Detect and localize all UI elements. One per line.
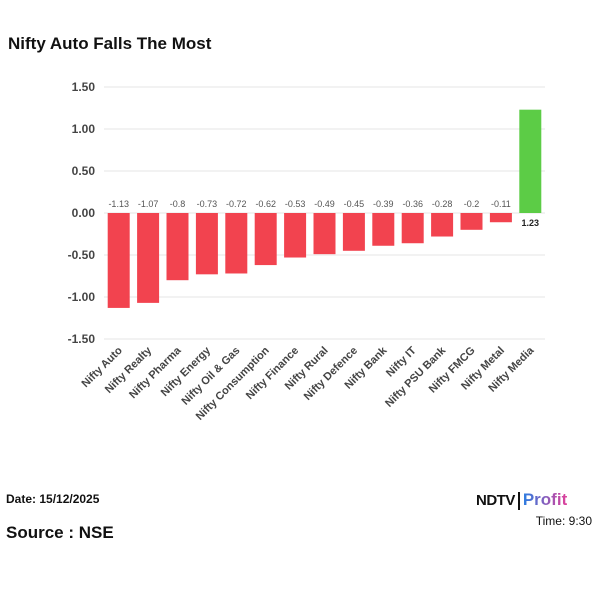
- data-label: 1.23: [522, 218, 540, 228]
- bar: [225, 213, 248, 274]
- bar: [137, 213, 160, 303]
- logo-divider: [517, 492, 520, 511]
- bar: [372, 213, 395, 246]
- data-label: -1.07: [138, 199, 159, 209]
- bar: [284, 213, 307, 258]
- data-label: -1.13: [108, 199, 129, 209]
- y-tick-label: 0.50: [72, 164, 96, 178]
- data-label: -0.45: [344, 199, 365, 209]
- date-label: Date: 15/12/2025: [6, 492, 100, 506]
- y-tick-label: -0.50: [68, 248, 96, 262]
- bar: [460, 213, 483, 230]
- data-label: -0.36: [402, 199, 423, 209]
- data-label: -0.8: [170, 199, 186, 209]
- y-tick-label: 0.00: [72, 206, 96, 220]
- bar: [519, 109, 542, 213]
- data-label: -0.11: [491, 199, 511, 209]
- y-tick-label: 1.50: [72, 80, 96, 94]
- y-tick-label: -1.50: [68, 332, 96, 346]
- bar: [489, 213, 512, 223]
- logo-ndtv: NDTV: [476, 492, 515, 509]
- data-label: -0.49: [314, 199, 335, 209]
- y-tick-label: -1.00: [68, 290, 96, 304]
- bar: [195, 213, 218, 275]
- y-tick-label: 1.00: [72, 122, 96, 136]
- bar: [431, 213, 454, 237]
- bar: [166, 213, 189, 281]
- data-label: -0.62: [255, 199, 276, 209]
- data-label: -0.2: [464, 199, 480, 209]
- logo-profit: Profit: [522, 490, 568, 509]
- chart-title: Nifty Auto Falls The Most: [8, 34, 212, 53]
- bar: [342, 213, 365, 251]
- bar-chart: 1.501.000.500.00-0.50-1.00-1.50-1.13Nift…: [68, 80, 545, 423]
- bar: [313, 213, 336, 255]
- source-label: Source : NSE: [6, 523, 114, 542]
- data-label: -0.73: [197, 199, 218, 209]
- bar: [107, 213, 130, 308]
- data-label: -0.72: [226, 199, 247, 209]
- bar: [401, 213, 424, 244]
- data-label: -0.39: [373, 199, 394, 209]
- data-label: -0.53: [285, 199, 306, 209]
- bar: [254, 213, 277, 266]
- time-label: Time: 9:30: [535, 514, 592, 528]
- ndtv-profit-logo: NDTV Profit: [476, 490, 568, 511]
- data-label: -0.28: [432, 199, 453, 209]
